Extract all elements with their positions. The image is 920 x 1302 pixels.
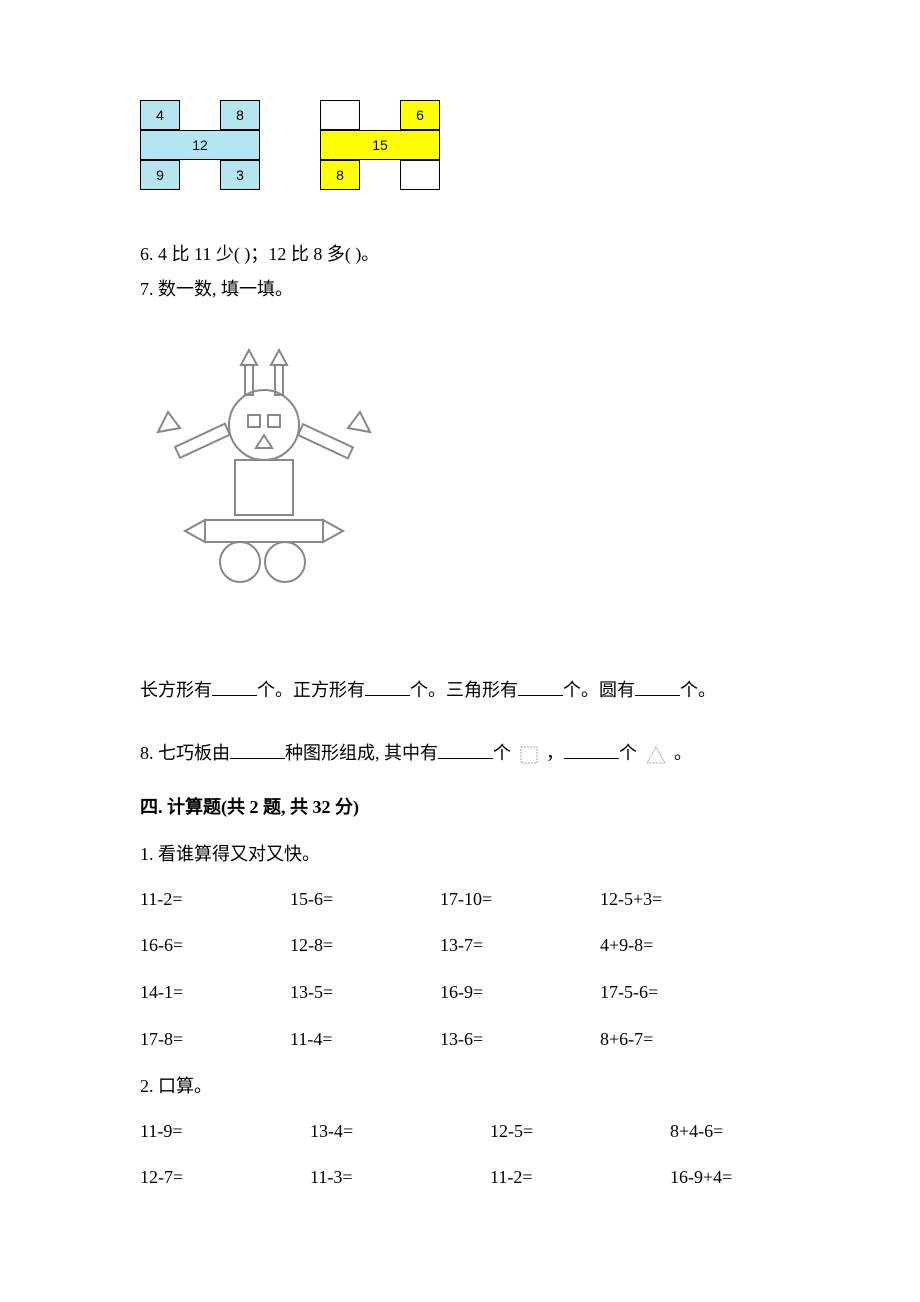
grid1-tl: 4 — [140, 100, 180, 130]
calc-row: 14-1=13-5=16-9=17-5-6= — [140, 978, 790, 1007]
calc-item: 13-5= — [290, 978, 440, 1007]
blank — [230, 741, 285, 759]
q8-p1: 8. 七巧板由 — [140, 743, 230, 763]
calc-row: 11-9=13-4=12-5=8+4-6= — [140, 1117, 790, 1146]
calc1-title: 1. 看谁算得又对又快。 — [140, 840, 790, 869]
blank — [635, 678, 680, 696]
q7-p4: 个。圆有 — [563, 680, 635, 700]
calc-item: 11-4= — [290, 1025, 440, 1054]
calc2-table: 11-9=13-4=12-5=8+4-6= 12-7=11-3=11-2=16-9… — [140, 1117, 790, 1193]
q8-p6: 。 — [674, 743, 692, 763]
calc-item: 15-6= — [290, 885, 440, 914]
calc-item: 12-7= — [140, 1163, 310, 1192]
calc-item: 13-6= — [440, 1025, 600, 1054]
section-4-title: 四. 计算题(共 2 题, 共 32 分) — [140, 793, 790, 822]
calc-row: 17-8=11-4=13-6=8+6-7= — [140, 1025, 790, 1054]
number-grid-1: 4 8 12 9 3 — [140, 100, 260, 190]
question-7-title: 7. 数一数, 填一填。 — [140, 275, 790, 304]
calc-item: 13-7= — [440, 931, 600, 960]
question-6: 6. 4 比 11 少( )；12 比 8 多( )。 — [140, 240, 790, 269]
blank — [564, 741, 619, 759]
q8-p4: ， — [546, 743, 564, 763]
q7-p3: 个。三角形有 — [410, 680, 518, 700]
calc2-title: 2. 口算。 — [140, 1072, 790, 1101]
square-icon — [518, 744, 540, 766]
q8-p5: 个 — [619, 743, 637, 763]
calc-item: 11-9= — [140, 1117, 310, 1146]
calc-item: 17-10= — [440, 885, 600, 914]
grid2-tr: 6 — [400, 100, 440, 130]
calc-item: 17-8= — [140, 1025, 290, 1054]
number-grid-2: 6 15 8 — [320, 100, 440, 190]
calc-item: 13-4= — [310, 1117, 490, 1146]
calc-row: 16-6=12-8=13-7=4+9-8= — [140, 931, 790, 960]
q7-p1: 长方形有 — [140, 680, 212, 700]
number-grid-row: 4 8 12 9 3 6 15 8 — [140, 100, 790, 190]
grid1-mid: 12 — [140, 130, 260, 160]
grid1-gap-top — [180, 100, 220, 130]
calc-item: 8+6-7= — [600, 1025, 750, 1054]
blank — [518, 678, 563, 696]
blank — [365, 678, 410, 696]
grid2-tl — [320, 100, 360, 130]
calc-item: 12-5= — [490, 1117, 670, 1146]
calc-row: 11-2=15-6=17-10=12-5+3= — [140, 885, 790, 914]
grid1-bl: 9 — [140, 160, 180, 190]
calc-item: 17-5-6= — [600, 978, 750, 1007]
triangle-icon — [644, 744, 668, 766]
calc-item: 11-2= — [140, 885, 290, 914]
calc-item: 8+4-6= — [670, 1117, 800, 1146]
grid2-bl: 8 — [320, 160, 360, 190]
q8-p3: 个 — [493, 743, 511, 763]
blank — [438, 741, 493, 759]
grid1-br: 3 — [220, 160, 260, 190]
q8-p2: 种图形组成, 其中有 — [285, 743, 438, 763]
grid2-gap-bot — [360, 160, 400, 190]
grid2-br — [400, 160, 440, 190]
calc-item: 12-5+3= — [600, 885, 750, 914]
calc-row: 12-7=11-3=11-2=16-9+4= — [140, 1163, 790, 1192]
q7-p5: 个。 — [680, 680, 716, 700]
grid2-mid: 15 — [320, 130, 440, 160]
calc-item: 16-6= — [140, 931, 290, 960]
blank — [212, 678, 257, 696]
robot-shape-figure — [140, 340, 400, 610]
calc-item: 4+9-8= — [600, 931, 750, 960]
calc-item: 16-9= — [440, 978, 600, 1007]
grid1-gap-bot — [180, 160, 220, 190]
question-7-blanks: 长方形有 个。正方形有 个。三角形有 个。圆有 个。 — [140, 676, 790, 705]
calc1-table: 11-2=15-6=17-10=12-5+3= 16-6=12-8=13-7=4+… — [140, 885, 790, 1054]
calc-item: 11-3= — [310, 1163, 490, 1192]
calc-item: 11-2= — [490, 1163, 670, 1192]
q7-p2: 个。正方形有 — [257, 680, 365, 700]
calc-item: 14-1= — [140, 978, 290, 1007]
calc-item: 12-8= — [290, 931, 440, 960]
grid1-tr: 8 — [220, 100, 260, 130]
question-8: 8. 七巧板由 种图形组成, 其中有 个 ， 个 。 — [140, 739, 790, 768]
grid2-gap-top — [360, 100, 400, 130]
calc-item: 16-9+4= — [670, 1163, 800, 1192]
